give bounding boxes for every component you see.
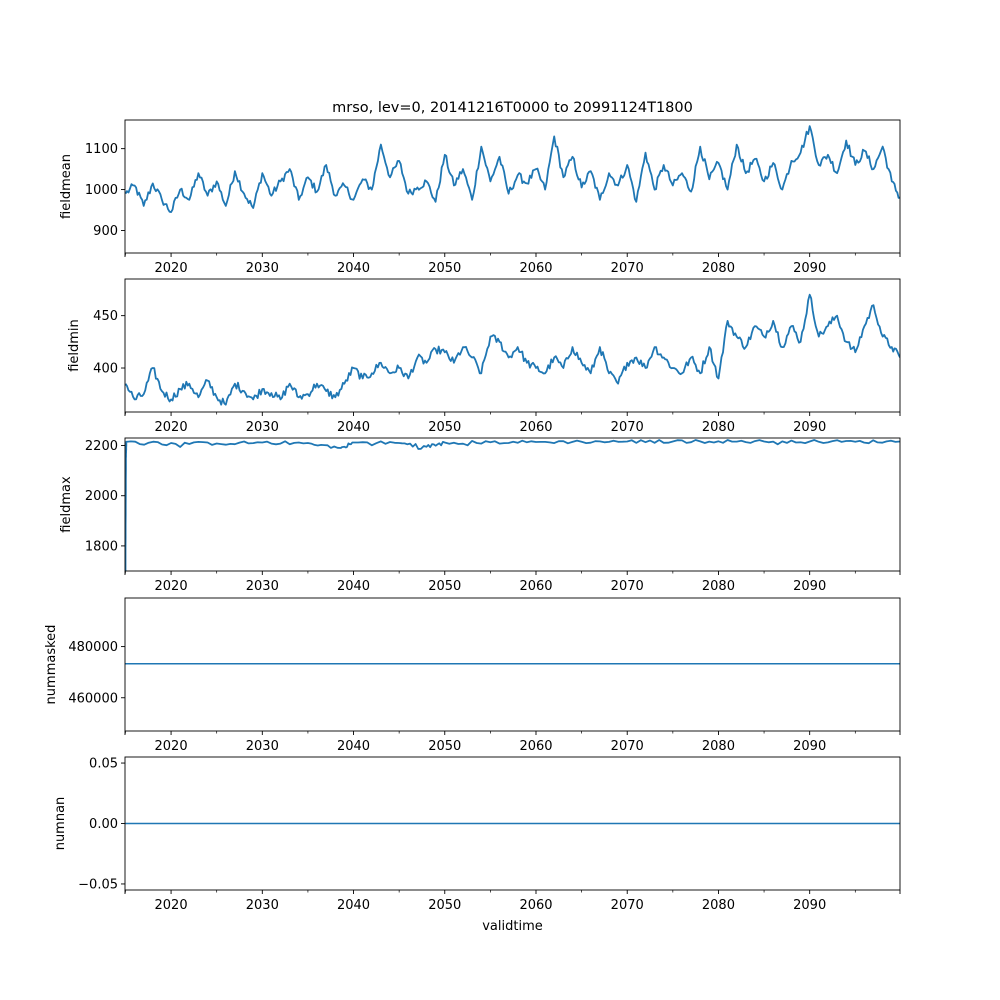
x-tick-label: 2080 — [702, 420, 735, 435]
panel-numnan: −0.05 0.00 0.05 2020 2030 2040 2050 2060 2070 208… — [53, 757, 901, 913]
x-tick-label: 2050 — [428, 739, 461, 754]
x-tick-label: 2030 — [246, 579, 279, 594]
series-line-fieldmean — [125, 125, 900, 213]
y-tick-label: 2200 — [85, 439, 118, 454]
x-tick-label: 2070 — [611, 261, 644, 276]
x-tick-label: 2020 — [155, 739, 188, 754]
panel-nummasked: 460000 480000 2020 2030 2040 2050 2060 2070 2080… — [44, 597, 901, 754]
y-tick-label: 0.05 — [89, 757, 118, 772]
axes-frame — [124, 278, 901, 413]
y-tick-label: −0.05 — [78, 877, 118, 892]
x-tick-label: 2080 — [702, 261, 735, 276]
x-tick-label: 2020 — [155, 898, 188, 913]
x-tick-label: 2040 — [337, 898, 370, 913]
x-tick-label: 2060 — [519, 739, 552, 754]
x-axis-label: validtime — [482, 919, 543, 934]
x-tick-label: 2070 — [611, 739, 644, 754]
x-tick-label: 2090 — [793, 261, 826, 276]
x-tick-label: 2070 — [611, 579, 644, 594]
axes-frame — [124, 119, 901, 254]
y-axis-label-fieldmean: fieldmean — [59, 154, 74, 219]
x-tick-label: 2030 — [246, 739, 279, 754]
x-tick-label: 2020 — [155, 420, 188, 435]
x-tick-label: 2070 — [611, 898, 644, 913]
y-tick-label: 2000 — [85, 489, 118, 504]
x-tick-label: 2040 — [337, 739, 370, 754]
y-axis-label-numnan: numnan — [53, 797, 68, 851]
x-tick-label: 2030 — [246, 261, 279, 276]
panels-container: 900 1000 1100 2020 2030 2040 2050 2060 2070 2080 2… — [44, 119, 901, 913]
y-tick-label: 1000 — [85, 183, 118, 198]
series-line-fieldmin — [125, 293, 900, 406]
x-tick-label: 2040 — [337, 261, 370, 276]
x-tick-label: 2060 — [519, 579, 552, 594]
y-tick-label: 1800 — [85, 539, 118, 554]
x-tick-label: 2080 — [702, 739, 735, 754]
panel-fieldmax: 1800 2000 2200 2020 2030 2040 2050 2060 2070 2080… — [59, 437, 901, 594]
y-tick-label: 1100 — [85, 142, 118, 157]
axes-frame — [124, 597, 901, 732]
x-tick-label: 2030 — [246, 898, 279, 913]
y-axis-label-fieldmin: fieldmin — [67, 319, 82, 372]
series-line-fieldmax — [125, 439, 900, 571]
x-tick-label: 2060 — [519, 420, 552, 435]
x-tick-label: 2090 — [793, 739, 826, 754]
x-tick-label: 2050 — [428, 420, 461, 435]
y-tick-label: 900 — [93, 224, 118, 239]
panel-fieldmean: 900 1000 1100 2020 2030 2040 2050 2060 2070 2080 2… — [59, 119, 901, 276]
x-tick-label: 2070 — [611, 420, 644, 435]
x-tick-label: 2020 — [155, 261, 188, 276]
axes-frame — [124, 437, 901, 572]
y-axis-label-fieldmax: fieldmax — [59, 476, 74, 533]
x-tick-label: 2050 — [428, 898, 461, 913]
x-tick-label: 2080 — [702, 579, 735, 594]
y-tick-label: 480000 — [68, 640, 118, 655]
y-tick-label: 450 — [93, 309, 118, 324]
x-tick-label: 2030 — [246, 420, 279, 435]
x-tick-label: 2090 — [793, 579, 826, 594]
x-tick-label: 2040 — [337, 579, 370, 594]
x-tick-label: 2090 — [793, 420, 826, 435]
chart-title: mrso, lev=0, 20141216T0000 to 20991124T1… — [332, 100, 693, 116]
x-tick-label: 2020 — [155, 579, 188, 594]
y-tick-label: 460000 — [68, 691, 118, 706]
y-tick-label: 0.00 — [89, 817, 118, 832]
panel-fieldmin: 400 450 2020 2030 2040 2050 2060 2070 2080 2090 fi… — [67, 278, 901, 435]
x-tick-label: 2050 — [428, 579, 461, 594]
x-tick-label: 2040 — [337, 420, 370, 435]
y-tick-label: 400 — [93, 362, 118, 377]
x-tick-label: 2060 — [519, 898, 552, 913]
x-tick-label: 2090 — [793, 898, 826, 913]
x-tick-label: 2060 — [519, 261, 552, 276]
x-tick-label: 2050 — [428, 261, 461, 276]
x-tick-label: 2080 — [702, 898, 735, 913]
y-axis-label-nummasked: nummasked — [44, 625, 59, 705]
